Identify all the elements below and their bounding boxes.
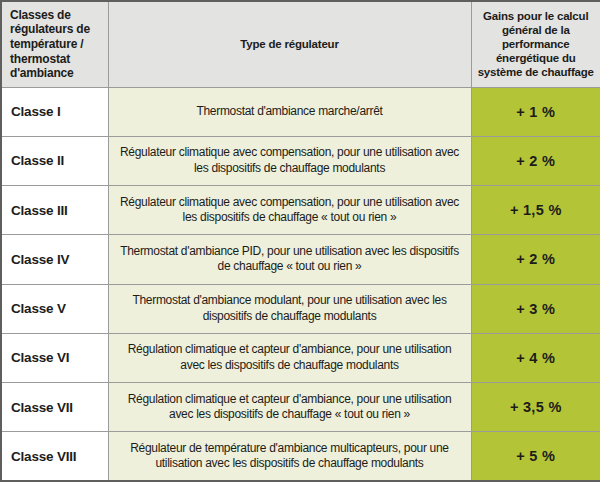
type-cell: Thermostat d'ambiance marche/arrêt xyxy=(108,87,471,136)
regulator-table-page: Classes de régulateurs de température / … xyxy=(0,0,600,482)
header-class-column: Classes de régulateurs de température / … xyxy=(1,1,108,87)
gain-cell: + 2 % xyxy=(471,136,600,185)
type-cell: Thermostat d'ambiance modulant, pour une… xyxy=(108,284,471,333)
class-cell: Classe IV xyxy=(1,235,108,284)
table-body: Classe I Thermostat d'ambiance marche/ar… xyxy=(1,87,600,481)
table-row: Classe III Régulateur climatique avec co… xyxy=(1,186,600,235)
table-row: Classe VII Régulation climatique et capt… xyxy=(1,383,600,432)
type-cell: Régulateur climatique avec compensation,… xyxy=(108,136,471,185)
table-row: Classe I Thermostat d'ambiance marche/ar… xyxy=(1,87,600,136)
table-row: Classe VI Régulation climatique et capte… xyxy=(1,333,600,382)
type-cell: Régulateur climatique avec compensation,… xyxy=(108,186,471,235)
class-cell: Classe VIII xyxy=(1,432,108,481)
gain-cell: + 2 % xyxy=(471,235,600,284)
gain-cell: + 5 % xyxy=(471,432,600,481)
table-row: Classe VIII Régulateur de température d'… xyxy=(1,432,600,481)
gain-cell: + 4 % xyxy=(471,333,600,382)
gain-cell: + 3 % xyxy=(471,284,600,333)
type-cell: Régulateur de température d'ambiance mul… xyxy=(108,432,471,481)
class-cell: Classe VI xyxy=(1,333,108,382)
gain-cell: + 1 % xyxy=(471,87,600,136)
table-row: Classe V Thermostat d'ambiance modulant,… xyxy=(1,284,600,333)
header-type-column: Type de régulateur xyxy=(108,1,471,87)
gain-cell: + 3,5 % xyxy=(471,383,600,432)
class-cell: Classe II xyxy=(1,136,108,185)
header-row: Classes de régulateurs de température / … xyxy=(1,1,600,87)
table-row: Classe II Régulateur climatique avec com… xyxy=(1,136,600,185)
class-cell: Classe V xyxy=(1,284,108,333)
class-cell: Classe III xyxy=(1,186,108,235)
type-cell: Régulation climatique et capteur d'ambia… xyxy=(108,383,471,432)
class-cell: Classe I xyxy=(1,87,108,136)
header-gain-column: Gains pour le calcul général de la perfo… xyxy=(471,1,600,87)
type-cell: Régulation climatique et capteur d'ambia… xyxy=(108,333,471,382)
table-row: Classe IV Thermostat d'ambiance PID, pou… xyxy=(1,235,600,284)
type-cell: Thermostat d'ambiance PID, pour une util… xyxy=(108,235,471,284)
class-cell: Classe VII xyxy=(1,383,108,432)
gain-cell: + 1,5 % xyxy=(471,186,600,235)
table-header: Classes de régulateurs de température / … xyxy=(1,1,600,87)
regulator-class-table: Classes de régulateurs de température / … xyxy=(0,0,600,482)
